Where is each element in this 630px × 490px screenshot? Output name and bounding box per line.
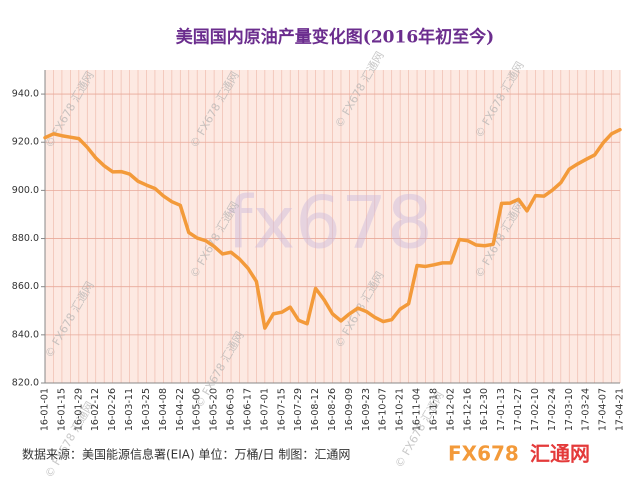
x-tick-label: 16-04-22 (175, 388, 186, 431)
x-tick-label: 17-03-24 (581, 388, 592, 431)
x-tick-label: 16-06-03 (226, 388, 237, 431)
y-tick-label: 860.0 (12, 281, 39, 292)
y-tick-label: 840.0 (12, 329, 39, 340)
source-note: 数据来源：美国能源信息署(EIA) 单位：万桶/日 制图：汇通网 (22, 447, 350, 462)
x-tick-label: 16-01-01 (40, 388, 51, 431)
x-tick-label: 16-04-08 (158, 388, 169, 431)
x-tick-label: 16-09-23 (361, 388, 372, 431)
y-tick-label: 900.0 (12, 185, 39, 196)
x-tick-label: 16-09-09 (344, 388, 355, 431)
x-tick-label: 16-10-07 (378, 388, 389, 431)
x-tick-label: 16-01-15 (56, 388, 67, 431)
x-tick-label: 16-03-25 (141, 388, 152, 431)
x-tick-label: 16-07-29 (293, 388, 304, 431)
x-tick-label: 17-01-13 (496, 388, 507, 431)
x-tick-label: 16-05-06 (192, 388, 203, 431)
x-tick-label: 16-12-30 (479, 388, 490, 431)
x-tick-label: 17-04-21 (615, 388, 626, 431)
x-tick-label: 16-05-20 (209, 388, 220, 431)
x-tick-label: 16-01-29 (73, 388, 84, 431)
x-tick-label: 16-07-01 (259, 388, 270, 431)
y-tick-label: 920.0 (12, 137, 39, 148)
y-tick-label: 940.0 (12, 89, 39, 100)
data-line (43, 127, 622, 330)
x-tick-label: 16-12-16 (462, 388, 473, 431)
x-tick-label: 16-11-18 (428, 388, 439, 431)
logo-brand: FX678 (448, 442, 519, 466)
x-tick-label: 16-11-04 (412, 388, 423, 431)
x-tick-label: 16-12-02 (445, 388, 456, 431)
chart-title: 美国国内原油产量变化图(2016年初至今) (176, 27, 494, 48)
x-tick-label: 16-02-12 (90, 388, 101, 431)
x-tick-label: 17-04-07 (598, 388, 609, 431)
watermark: fx678 (227, 181, 432, 265)
x-tick-label: 16-07-15 (276, 388, 287, 431)
x-tick-label: 17-01-27 (513, 388, 524, 431)
x-tick-label: 16-02-26 (107, 388, 118, 431)
logo-name: 汇通网 (530, 442, 590, 466)
small-watermark: © FX678 汇通网 (42, 399, 96, 480)
x-tick-label: 17-02-10 (530, 388, 541, 431)
x-tick-label: 17-02-24 (547, 388, 558, 431)
x-tick-label: 16-10-21 (395, 388, 406, 431)
x-tick-label: 17-03-10 (564, 388, 575, 431)
y-tick-label: 880.0 (12, 233, 39, 244)
y-tick-label: 820.0 (12, 378, 39, 389)
x-tick-label: 16-08-12 (310, 388, 321, 431)
x-tick-label: 16-08-26 (327, 388, 338, 431)
x-tick-label: 16-06-17 (242, 388, 253, 431)
x-tick-label: 16-03-11 (124, 388, 135, 431)
